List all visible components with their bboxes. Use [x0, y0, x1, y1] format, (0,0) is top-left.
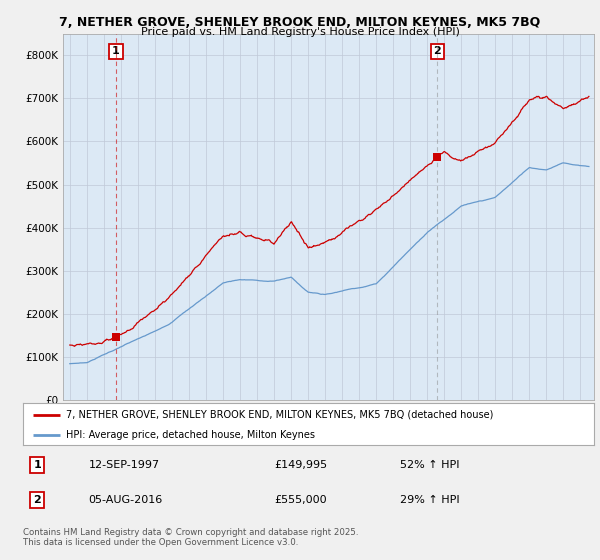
Text: 2: 2: [33, 495, 41, 505]
Text: £149,995: £149,995: [274, 460, 327, 470]
Text: 1: 1: [112, 46, 120, 57]
Text: 7, NETHER GROVE, SHENLEY BROOK END, MILTON KEYNES, MK5 7BQ: 7, NETHER GROVE, SHENLEY BROOK END, MILT…: [59, 16, 541, 29]
Text: £555,000: £555,000: [274, 495, 327, 505]
Text: 1: 1: [33, 460, 41, 470]
Text: 05-AUG-2016: 05-AUG-2016: [88, 495, 163, 505]
Text: 12-SEP-1997: 12-SEP-1997: [88, 460, 160, 470]
Text: 2: 2: [433, 46, 441, 57]
Text: Contains HM Land Registry data © Crown copyright and database right 2025.
This d: Contains HM Land Registry data © Crown c…: [23, 528, 358, 547]
Text: HPI: Average price, detached house, Milton Keynes: HPI: Average price, detached house, Milt…: [65, 430, 314, 440]
Text: Price paid vs. HM Land Registry's House Price Index (HPI): Price paid vs. HM Land Registry's House …: [140, 27, 460, 37]
Text: 7, NETHER GROVE, SHENLEY BROOK END, MILTON KEYNES, MK5 7BQ (detached house): 7, NETHER GROVE, SHENLEY BROOK END, MILT…: [65, 409, 493, 419]
Text: 52% ↑ HPI: 52% ↑ HPI: [400, 460, 459, 470]
Text: 29% ↑ HPI: 29% ↑ HPI: [400, 495, 460, 505]
